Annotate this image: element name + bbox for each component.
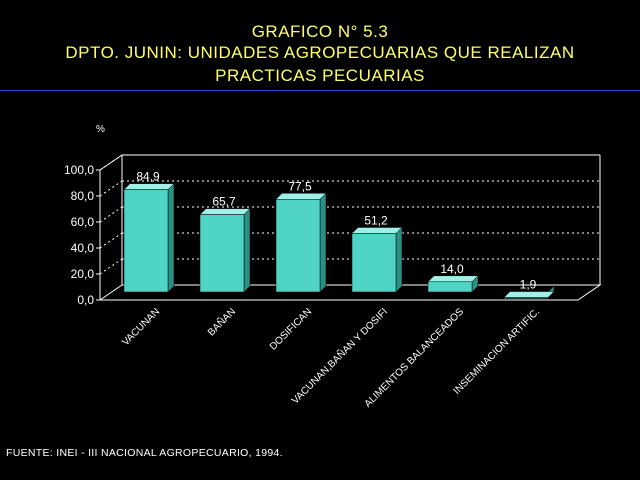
bar-value-label: 1,9 <box>520 278 537 292</box>
title-divider <box>0 90 640 91</box>
bar-top <box>427 275 479 283</box>
bar-side <box>167 183 175 293</box>
bar-value-label: 14,0 <box>440 262 464 276</box>
y-tick-label: 80,0 <box>71 189 95 203</box>
bar <box>275 199 321 293</box>
bar <box>199 214 245 293</box>
bar <box>351 233 397 293</box>
source-note: FUENTE: INEI - III NACIONAL AGROPECUARIO… <box>6 447 283 459</box>
bar-value-label: 84,9 <box>136 170 160 184</box>
y-tick-label: 40,0 <box>71 241 95 255</box>
bar-value-label: 77,5 <box>288 179 312 193</box>
bar <box>123 189 169 293</box>
side-gridline <box>99 258 123 275</box>
bar-side <box>395 226 403 293</box>
bar-top <box>199 208 251 215</box>
y-axis-unit: % <box>96 124 105 135</box>
bar-side <box>319 192 327 293</box>
chart-title-line-2: DPTO. JUNIN: UNIDADES AGROPECUARIAS QUE … <box>65 43 575 62</box>
bar-value-label: 65,7 <box>212 195 236 209</box>
y-tick-label: 0,0 <box>77 293 94 307</box>
x-category-label: INSEMINACION ARTIFIC. <box>452 306 543 397</box>
y-tick-label: 20,0 <box>71 267 95 281</box>
y-tick-label: 100,0 <box>64 163 94 177</box>
bar-side <box>243 207 251 293</box>
x-category-label: VACUNAN <box>120 306 162 348</box>
chart-title-line-1: GRAFICO N° 5.3 <box>251 22 389 41</box>
bar-top <box>123 183 175 190</box>
chart-title-line-3: PRACTICAS PECUARIAS <box>215 66 425 85</box>
x-category-label: DOSIFICAN <box>268 306 314 352</box>
bar <box>503 297 549 299</box>
bar-top <box>351 227 403 234</box>
bar <box>427 281 473 293</box>
bar-chart: 0,0 20,0 40,0 60,0 80,0 100,0% 84,9 VACUNAN 65,7… <box>64 124 602 410</box>
x-category-label: BAÑAN <box>205 305 239 339</box>
bar-top <box>275 193 327 200</box>
bar-top <box>503 291 555 298</box>
side-gridline <box>99 180 123 197</box>
y-tick-label: 60,0 <box>71 215 95 229</box>
bar-value-label: 51,2 <box>364 213 388 227</box>
side-wall-top-edge <box>99 154 123 171</box>
side-gridline <box>99 232 123 249</box>
side-gridline <box>99 206 123 223</box>
